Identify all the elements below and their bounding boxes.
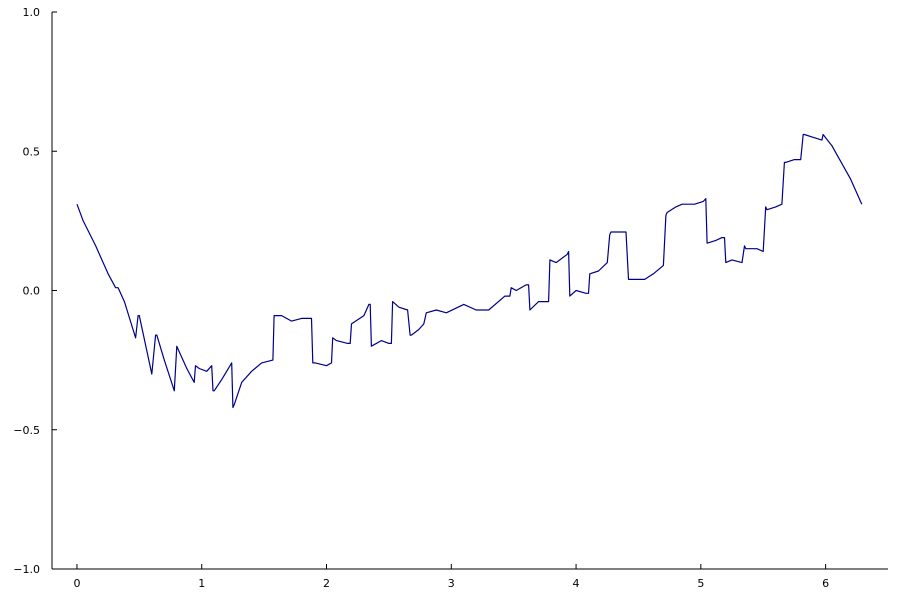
y-tick-label: 0.0 [23, 285, 41, 298]
x-tick-label: 1 [198, 577, 205, 590]
axes [51, 12, 888, 570]
y-tick-label: −0.5 [13, 424, 40, 437]
y-tick-label: 1.0 [23, 6, 41, 19]
tick-marks [52, 11, 827, 570]
series-line [76, 133, 863, 409]
series-layer [76, 133, 863, 409]
x-tick-label: 2 [323, 577, 330, 590]
y-tick-label: −1.0 [13, 563, 40, 576]
tick-labels: 0 1 2 3 4 5 6 −1.0 −0.5 0.0 0.5 1.0 [13, 6, 829, 590]
x-tick-label: 5 [697, 577, 704, 590]
x-tick-label: 3 [448, 577, 455, 590]
x-tick-label: 6 [822, 577, 829, 590]
x-tick-label: 0 [73, 577, 80, 590]
y-tick-label: 0.5 [23, 145, 41, 158]
x-tick-label: 4 [573, 577, 580, 590]
